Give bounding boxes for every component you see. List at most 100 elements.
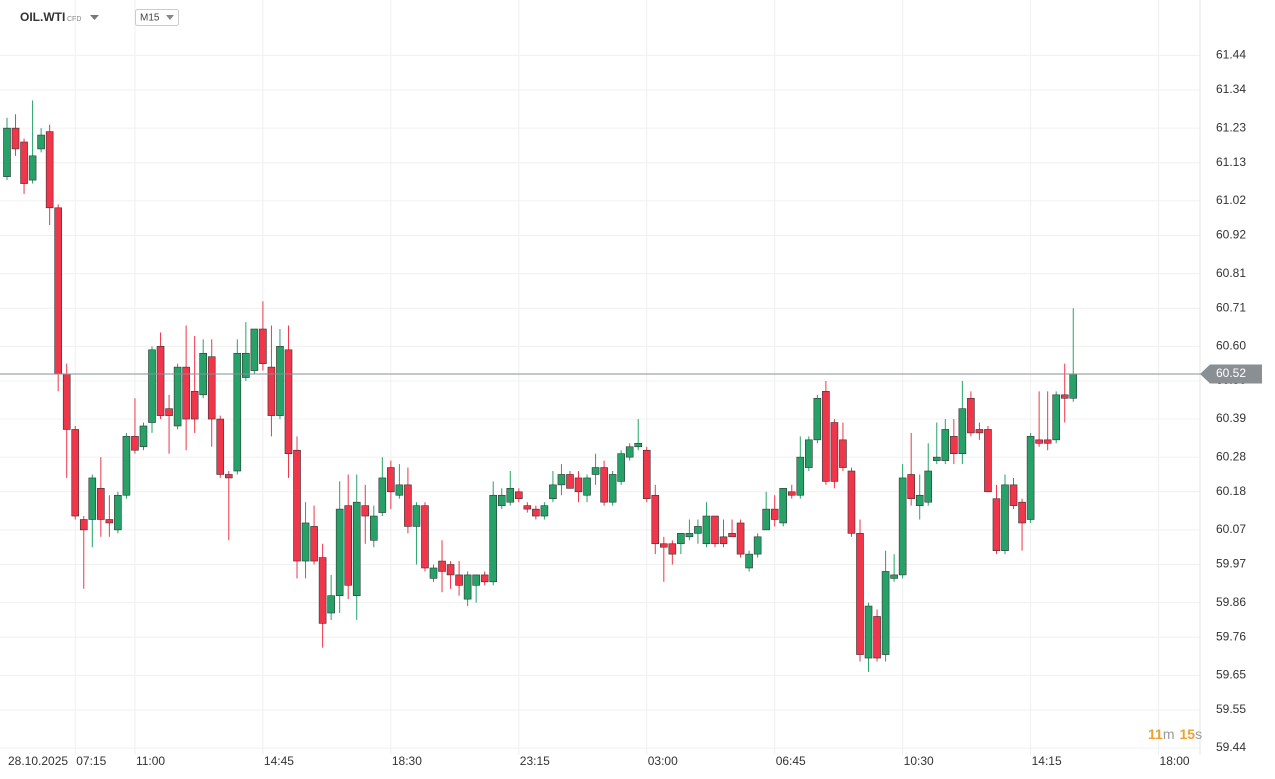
candle-body [497,494,506,506]
candle-body [685,533,694,538]
symbol[interactable]: OIL.WTI [20,10,65,24]
candle-body [28,155,37,181]
candle-body [924,470,933,503]
candle-body [711,515,719,545]
candle-body [489,494,498,583]
candle-body [608,474,617,503]
y-tick-label: 60.39 [1216,411,1246,425]
symbol-tag: CFD [67,16,81,23]
candle-body [412,505,421,527]
candle-body [847,470,856,534]
candle-body [131,436,139,451]
candle-body [1009,484,1018,506]
candle-body [1018,501,1026,524]
candle-body [37,134,45,150]
candle-body [114,494,122,531]
candle-body [173,366,182,427]
candle-body [745,553,753,569]
candle-body [71,429,80,517]
candle-body [97,488,105,520]
candle-body [830,422,839,482]
x-tick-label: 14:45 [264,754,294,768]
x-tick-label: 11:00 [136,754,165,768]
candle-body [404,484,412,527]
candle-body [79,519,88,531]
y-tick-label: 59.86 [1216,595,1246,609]
candle-body [387,467,395,493]
candle-body [856,533,864,655]
candle-body [242,352,250,378]
candle-body [250,328,259,371]
candle-body [301,522,310,562]
candle-body [514,491,523,500]
candle-body [148,349,156,423]
candle-body [540,505,549,517]
x-tick-label: 10:30 [904,754,934,768]
candle-body [446,564,455,576]
candle-body [600,467,608,503]
candle-body [864,605,873,659]
candle-body [344,505,353,586]
candle-body [122,436,131,496]
candle-body [369,515,378,541]
candle-body [694,526,702,534]
candle-body [267,366,276,416]
x-tick-label: 18:30 [392,754,422,768]
candle-body [890,574,898,579]
candle-body [677,533,685,545]
candle-body [62,373,71,430]
candle-body [932,456,941,461]
candle-body [1001,484,1009,551]
candle-body [352,501,361,596]
y-tick-label: 60.71 [1216,300,1246,314]
candle-body [523,505,532,510]
header: OIL.WTI CFD M15 [20,9,179,26]
countdown-sec-unit: s [1195,726,1202,742]
candle-body [506,488,515,503]
candle-body [207,356,216,420]
candle-body [813,397,822,441]
last-price-tag [1200,364,1262,384]
candle-body [395,484,404,496]
timeframe-button[interactable] [135,9,179,26]
countdown-min-unit: m [1163,726,1175,742]
candle-body [310,526,318,562]
x-tick-label: 28.10.2025 [8,754,68,768]
x-tick-label: 07:15 [76,754,106,768]
candle-body [625,446,634,458]
y-tick-label: 60.28 [1216,449,1246,463]
y-tick-label: 61.44 [1216,48,1246,62]
candle-body [335,508,344,596]
candle-body [455,574,463,586]
y-tick-label: 61.13 [1216,155,1246,169]
candle-body [293,449,301,562]
symbol-dropdown[interactable] [90,15,99,20]
y-tick-label: 60.07 [1216,522,1246,536]
candle-body [950,436,958,454]
candle-body [591,467,600,475]
candle-body [915,494,924,506]
candle-body [463,574,472,600]
candle-body [421,505,429,569]
candle-body [276,346,284,416]
candle-body [719,536,728,545]
candle-body [105,519,114,524]
candle-body [787,491,796,496]
candle-body [660,543,668,548]
candle-body [770,508,779,520]
candle-body [190,391,199,420]
candle-body [702,515,711,545]
candle-body [532,508,540,517]
candle-body [378,477,387,513]
candle-body [753,536,762,555]
candle-body [1026,436,1035,520]
candle-body [574,477,583,493]
candle-body [822,391,830,482]
candle-body [583,477,591,496]
candle-body [472,574,480,586]
x-tick-label: 18:00 [1160,754,1190,768]
countdown-sec: 15 [1179,726,1195,742]
candle-body [642,449,651,500]
grid: 61.44 61.34 61.23 61.13 61.02 60.92 60.81 60.71… [0,0,1246,768]
